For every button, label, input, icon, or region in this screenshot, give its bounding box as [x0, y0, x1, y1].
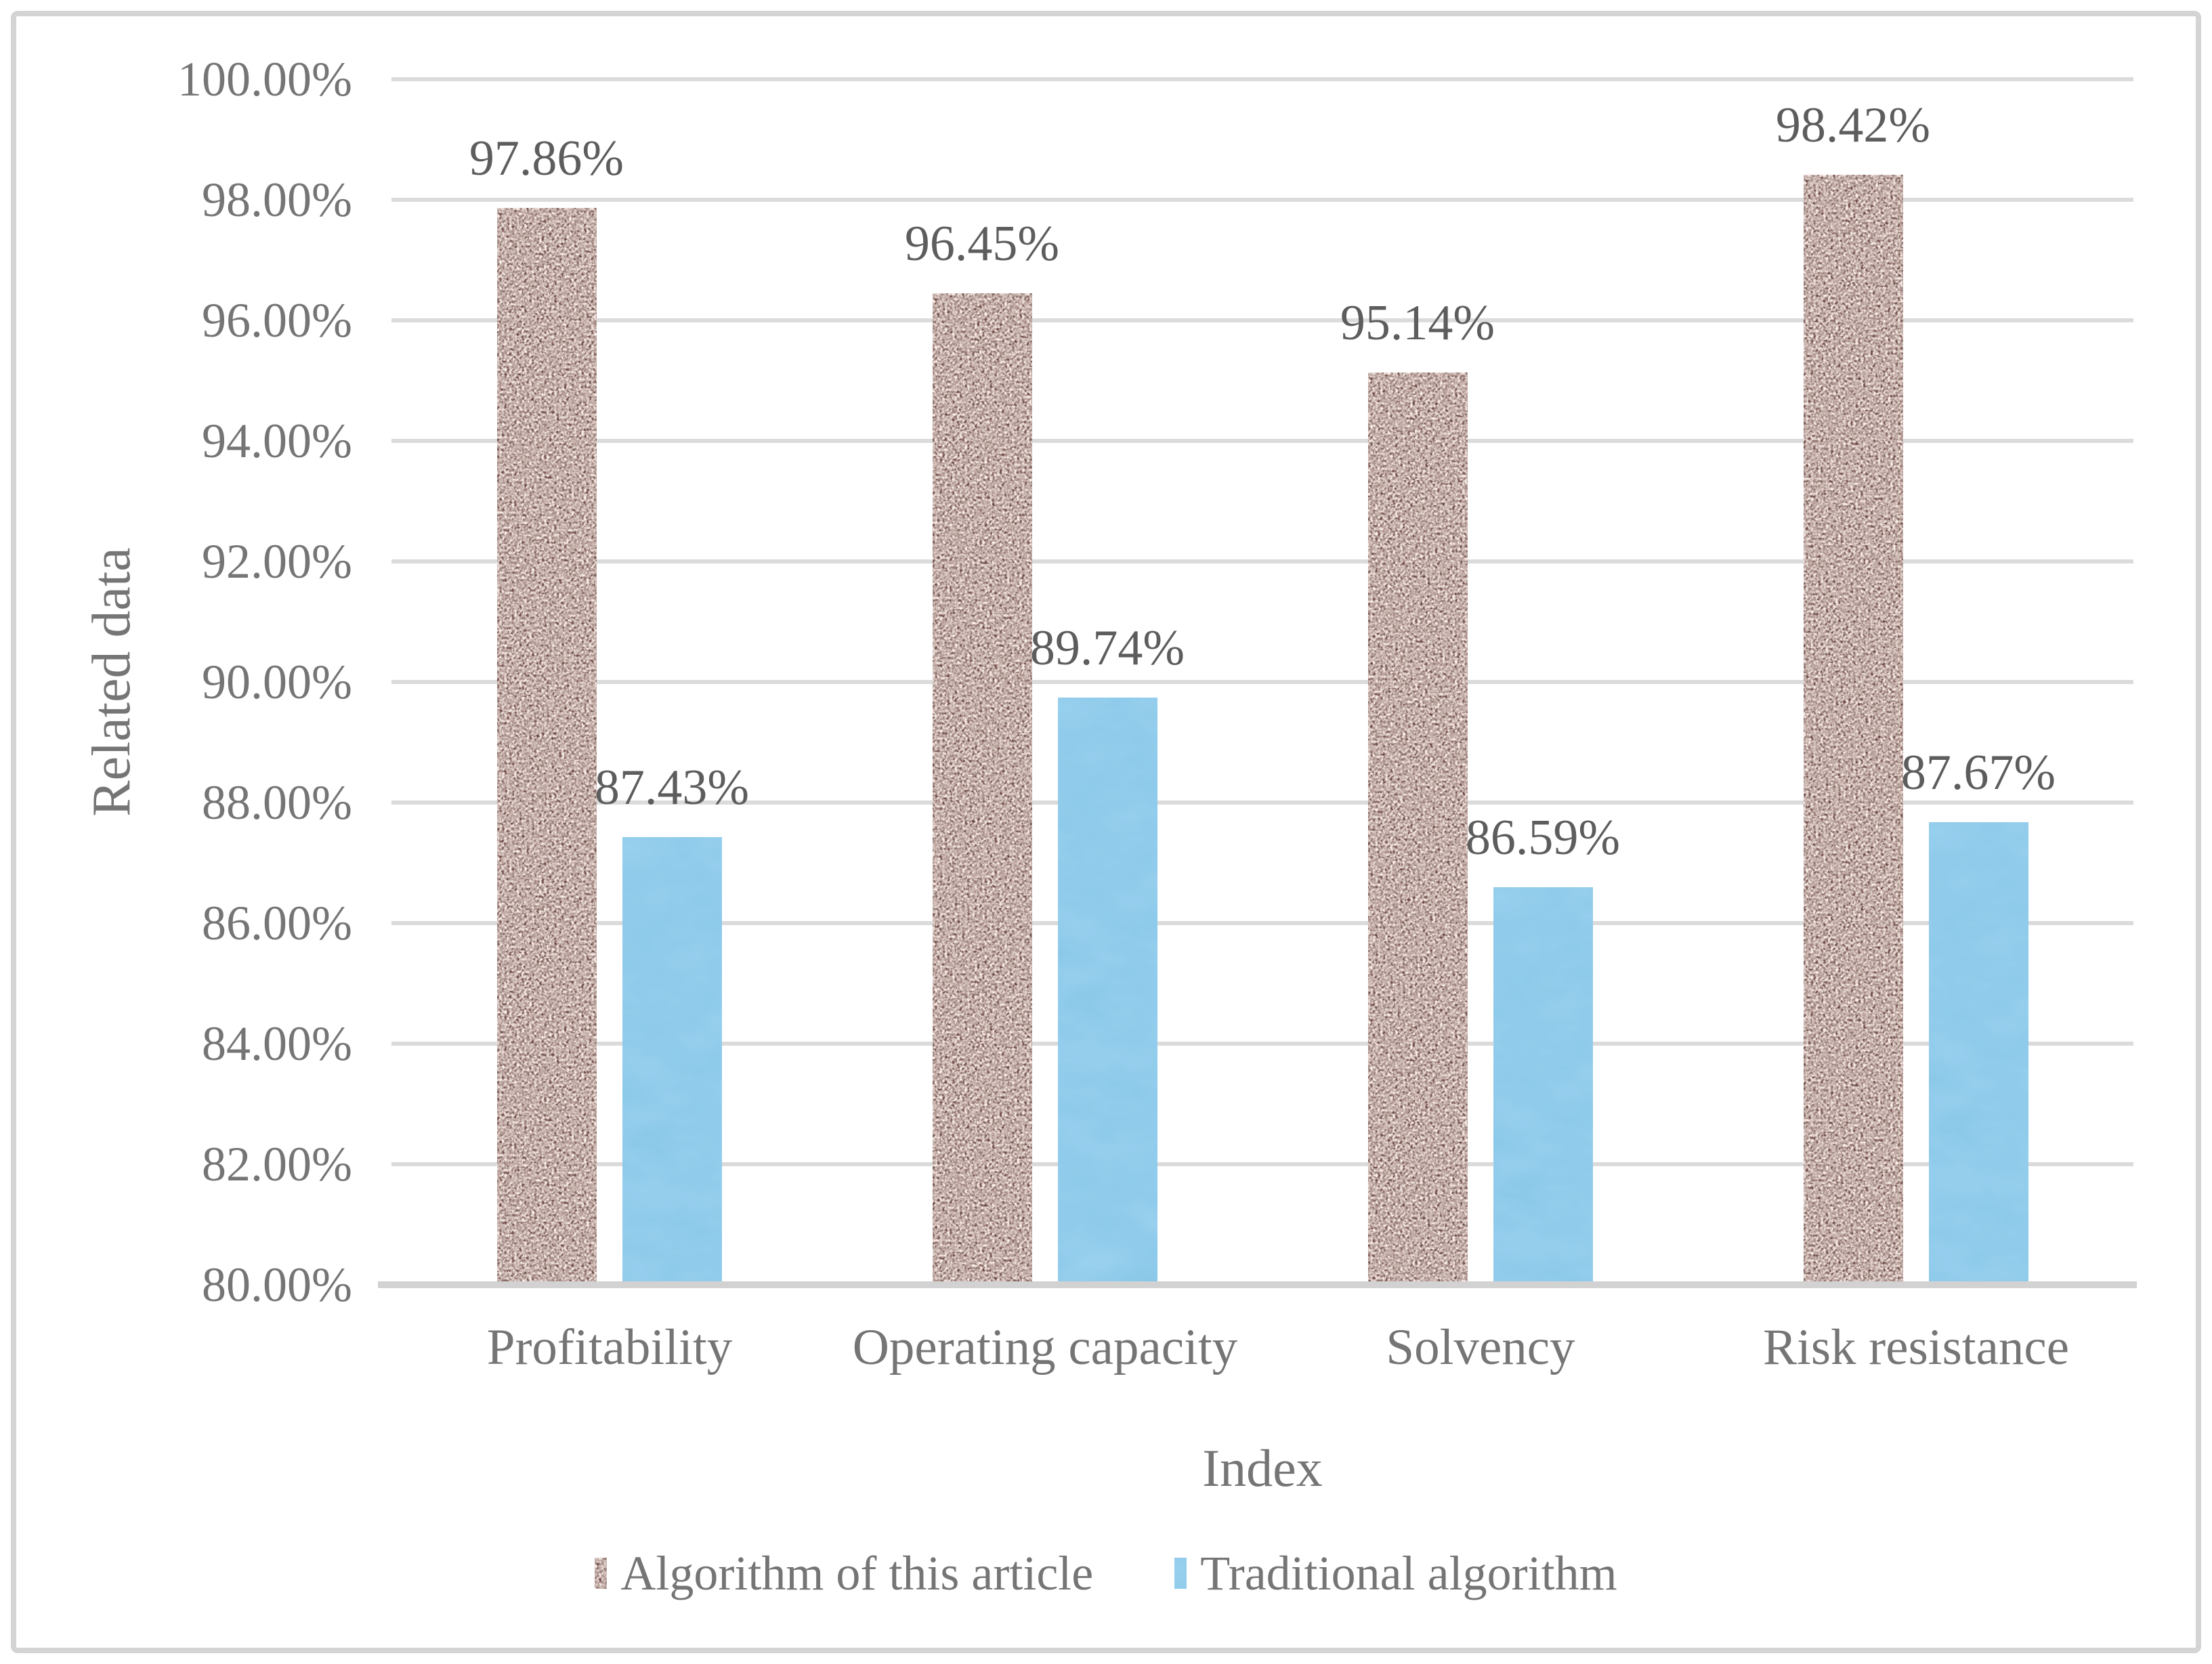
y-tick-label: 96.00%	[202, 293, 352, 347]
bar-series2-solvency	[1493, 887, 1593, 1285]
bar-series2-profitability	[622, 837, 722, 1285]
gridline	[391, 921, 2133, 925]
y-tick-label: 92.00%	[202, 534, 352, 589]
bar-series1-solvency	[1368, 372, 1468, 1285]
gridline	[391, 439, 2133, 443]
data-label: 95.14%	[1340, 295, 1495, 351]
data-label: 86.59%	[1465, 810, 1621, 866]
y-tick-label: 82.00%	[202, 1137, 352, 1191]
x-axis-line	[378, 1281, 2137, 1288]
bar-series2-operating-capacity	[1058, 698, 1157, 1285]
bar-series1-operating-capacity	[933, 293, 1032, 1285]
legend-label: Algorithm of this article	[620, 1546, 1094, 1600]
data-label: 98.42%	[1775, 98, 1931, 153]
legend-swatch-texture	[595, 1558, 608, 1589]
data-label: 89.74%	[1029, 620, 1185, 676]
data-label: 96.45%	[904, 216, 1060, 272]
legend-item-traditional-algorithm: Traditional algorithm	[1174, 1543, 1617, 1604]
y-tick-label: 80.00%	[202, 1258, 352, 1312]
legend: Algorithm of this article Traditional al…	[0, 1543, 2212, 1604]
bar-series1-profitability	[497, 208, 597, 1285]
legend-label: Traditional algorithm	[1200, 1546, 1617, 1600]
y-tick-label: 84.00%	[202, 1017, 352, 1071]
y-tick-label: 98.00%	[202, 173, 352, 227]
gridline	[391, 318, 2133, 322]
data-label: 87.43%	[594, 760, 750, 815]
y-tick-label: 94.00%	[202, 414, 352, 468]
category-label-operating-capacity: Operating capacity	[852, 1319, 1238, 1375]
data-label: 97.86%	[469, 131, 624, 186]
gridline	[391, 559, 2133, 563]
figure-border	[11, 11, 2201, 1653]
y-tick-label: 100.00%	[177, 52, 352, 106]
gridline	[391, 1042, 2133, 1046]
gridline	[391, 680, 2133, 684]
gridline	[391, 198, 2133, 202]
gridline	[391, 801, 2133, 805]
y-axis-title: Related data	[82, 547, 142, 817]
y-tick-label: 88.00%	[202, 775, 352, 830]
legend-swatch-blue	[1174, 1558, 1187, 1589]
y-tick-label: 90.00%	[202, 655, 352, 709]
category-label-solvency: Solvency	[1386, 1319, 1575, 1375]
bar-series1-risk-resistance	[1804, 175, 1903, 1285]
gridline	[391, 1162, 2133, 1166]
y-tick-label: 86.00%	[202, 896, 352, 950]
data-label: 87.67%	[1900, 745, 2056, 801]
legend-item-algorithm-of-this-article: Algorithm of this article	[595, 1543, 1093, 1604]
gridline	[391, 77, 2133, 81]
category-label-profitability: Profitability	[486, 1319, 733, 1375]
category-label-risk-resistance: Risk resistance	[1763, 1319, 2069, 1375]
x-axis-title: Index	[1202, 1438, 1323, 1497]
bar-series2-risk-resistance	[1929, 822, 2028, 1285]
